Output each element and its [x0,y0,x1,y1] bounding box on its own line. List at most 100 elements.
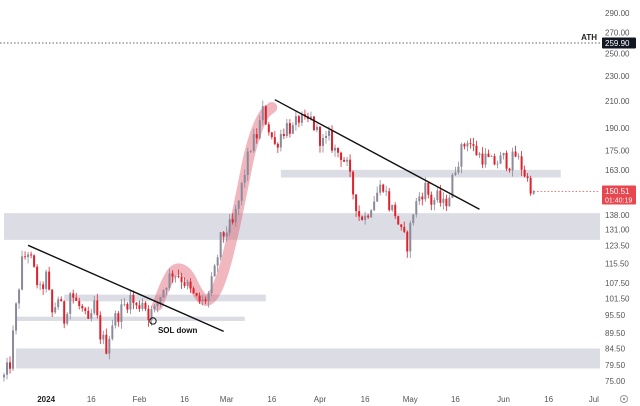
candle-body [21,256,24,290]
candle-body [502,152,505,156]
candle-body [487,153,490,157]
candle-body [496,163,499,165]
zones-layer [4,169,601,369]
candle-body [523,169,526,177]
x-tick-label: Jul [589,395,599,404]
zone-lower-line-zone [16,316,245,321]
candle-body [231,219,234,223]
x-tick-label: 16 [544,395,553,404]
y-tick-label: 89.50 [605,329,626,338]
candle-body [105,334,108,354]
candle-body [430,194,433,205]
candle-body [63,301,66,324]
candle-body [9,362,12,369]
candle-body [252,134,255,151]
x-axis: 2024 16 Feb 16 Mar 16 Apr 16 May 16 Jun 16 Jul [37,395,599,404]
zone-mid-support-zone [64,294,266,302]
zone-bottom-zone [16,348,601,369]
candle-body [427,182,430,195]
candle-body [358,211,361,217]
y-tick-label: 163.00 [605,166,630,175]
candle-body [499,155,502,164]
candle-body [294,116,297,126]
candle-body [102,334,105,340]
y-axis: 290.00 270.00 250.00 230.00 210.00 190.00 175.… [605,9,630,386]
candle-body [147,308,150,321]
candle-body [237,200,240,209]
candle-body [243,175,246,183]
candle-body [156,303,159,307]
candle-body [96,300,99,316]
candle-body [279,133,282,148]
candle-body [439,190,442,203]
candle-body [189,281,192,289]
candle-body [150,309,153,321]
candle-body [177,276,180,277]
candle-body [180,276,183,283]
y-tick-label: 79.50 [605,361,626,370]
gear-hub [622,397,626,401]
candle-body [195,293,198,296]
candle-body [18,289,21,304]
candle-body [481,153,484,165]
candle-body [75,297,78,301]
candle-body [135,302,138,306]
candle-body [312,116,315,131]
x-tick-label: May [403,395,418,404]
candle-body [532,191,535,194]
candle-body [285,123,288,137]
candle-body [54,307,57,313]
candle-body [57,299,60,308]
candle-body [276,143,279,148]
highlight-layer [152,102,278,311]
candle-body [397,216,400,225]
candle-body [93,300,96,314]
candle-countdown: 01:40:19 [605,198,632,205]
x-tick-label: 16 [451,395,460,404]
candle-body [412,214,415,224]
ath-price-value: 259.90 [605,39,630,48]
x-tick-label: Apr [314,395,327,404]
price-tags-layer: 259.90 150.51 01:40:19 [533,37,636,403]
candle-body [27,254,30,258]
candle-body [436,190,439,201]
candle-body [451,174,454,198]
candle-body [117,313,120,322]
candle-body [418,196,421,202]
candle-body [484,153,487,165]
candle-body [318,126,321,146]
candle-body [490,156,493,157]
candle-body [466,143,469,147]
sol-down-label: SOL down [158,326,198,335]
candle-body [174,276,177,277]
candle-body [445,198,448,207]
trendline-jan-downtrend [27,244,224,332]
candle-body [424,182,427,200]
candle-body [403,227,406,232]
candle-body [159,297,162,304]
ath-price-tag [602,37,636,49]
candle-body [144,302,147,309]
candle-body [99,315,102,340]
candle-body [111,325,114,339]
candle-body [337,147,340,153]
y-tick-label: 138.00 [605,211,630,220]
candle-body [15,303,18,331]
candle-body [529,177,532,194]
candle-body [78,300,81,306]
candle-body [198,295,201,302]
candle-body [3,374,5,378]
candle-body [126,303,129,310]
candle-body [162,290,165,298]
candle-body [361,216,364,221]
sol-down-marker [149,317,157,325]
candle-body [123,303,126,305]
candle-body [42,284,45,289]
candle-body [87,310,90,319]
x-tick-label: 16 [180,395,189,404]
candle-body [216,257,219,266]
y-tick-label: 290.00 [605,9,630,18]
candle-body [373,201,376,211]
